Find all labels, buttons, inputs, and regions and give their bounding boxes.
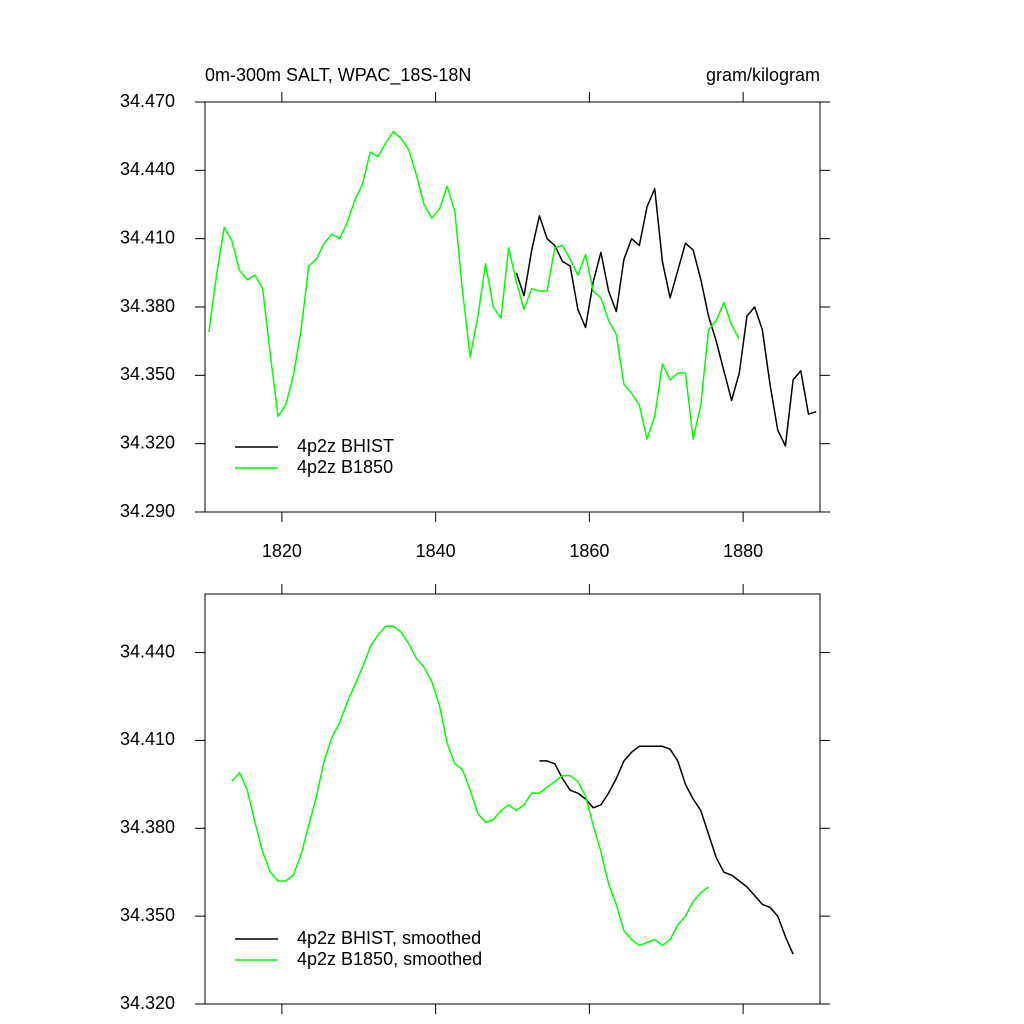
plot-frame xyxy=(204,593,821,1005)
series-line xyxy=(208,130,740,440)
y-tick-label: 34.320 xyxy=(120,432,175,452)
y-tick-label: 34.380 xyxy=(120,817,175,837)
series-line xyxy=(515,187,817,447)
series-line xyxy=(539,745,794,955)
y-tick-label: 34.440 xyxy=(120,641,175,661)
legend-label: 4p2z B1850, smoothed xyxy=(297,949,482,969)
units-label: gram/kilogram xyxy=(706,65,820,85)
series-line xyxy=(231,625,709,947)
y-tick-label: 34.410 xyxy=(120,227,175,247)
legend-label: 4p2z B1850 xyxy=(297,457,393,477)
y-tick-label: 34.470 xyxy=(120,91,175,111)
y-tick-label: 34.380 xyxy=(120,296,175,316)
y-tick-label: 34.320 xyxy=(120,993,175,1013)
y-tick-label: 34.350 xyxy=(120,364,175,384)
chart-title: 0m-300m SALT, WPAC_18S-18N xyxy=(205,65,471,86)
legend-label: 4p2z BHIST, smoothed xyxy=(297,928,481,948)
x-tick-label: 1880 xyxy=(723,541,763,561)
y-tick-label: 34.410 xyxy=(120,729,175,749)
legend-label: 4p2z BHIST xyxy=(297,436,394,456)
x-tick-label: 1820 xyxy=(262,541,302,561)
x-tick-label: 1860 xyxy=(569,541,609,561)
x-tick-label: 1840 xyxy=(416,541,456,561)
y-tick-label: 34.350 xyxy=(120,905,175,925)
y-tick-label: 34.440 xyxy=(120,159,175,179)
y-tick-label: 34.290 xyxy=(120,501,175,521)
